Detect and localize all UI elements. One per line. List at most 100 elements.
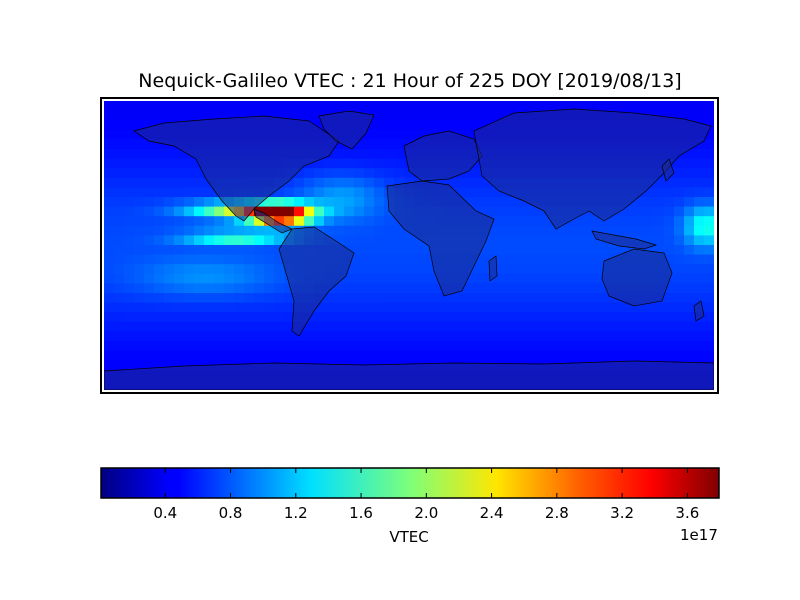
heatmap-cell	[404, 129, 415, 140]
heatmap-cell	[184, 245, 195, 256]
vtec-map	[104, 101, 714, 390]
heatmap-cell	[504, 245, 515, 256]
heatmap-cell	[474, 120, 485, 131]
heatmap-cell	[534, 321, 545, 332]
heatmap-cell	[414, 235, 425, 246]
heatmap-cell	[474, 187, 485, 198]
heatmap-cell	[674, 254, 685, 265]
heatmap-cell	[344, 331, 355, 342]
heatmap-cell	[214, 197, 225, 208]
heatmap-cell	[504, 293, 515, 304]
heatmap-cell	[154, 302, 165, 313]
heatmap-cell	[264, 350, 275, 361]
heatmap-cell	[134, 101, 145, 112]
heatmap-cell	[694, 245, 705, 256]
heatmap-cell	[704, 245, 714, 256]
heatmap-cell	[494, 321, 505, 332]
heatmap-cell	[394, 341, 405, 352]
heatmap-cell	[114, 245, 125, 256]
heatmap-cell	[614, 341, 625, 352]
heatmap-cell	[444, 293, 455, 304]
heatmap-cell	[394, 139, 405, 150]
heatmap-cell	[304, 101, 315, 112]
heatmap-cell	[424, 341, 435, 352]
heatmap-cell	[274, 216, 285, 227]
heatmap-cell	[374, 206, 385, 217]
heatmap-cell	[184, 293, 195, 304]
heatmap-cell	[544, 293, 555, 304]
heatmap-cell	[134, 293, 145, 304]
heatmap-cell	[544, 321, 555, 332]
heatmap-cell	[674, 158, 685, 169]
heatmap-cell	[654, 216, 665, 227]
heatmap-cell	[384, 312, 395, 323]
heatmap-cell	[294, 187, 305, 198]
heatmap-cell	[204, 264, 215, 275]
heatmap-cell	[344, 341, 355, 352]
heatmap-cell	[314, 206, 325, 217]
heatmap-cell	[174, 110, 185, 121]
heatmap-cell	[154, 350, 165, 361]
heatmap-cell	[414, 341, 425, 352]
heatmap-cell	[164, 110, 175, 121]
heatmap-cell	[644, 341, 655, 352]
heatmap-cell	[124, 321, 135, 332]
heatmap-cell	[134, 168, 145, 179]
heatmap-cell	[444, 321, 455, 332]
heatmap-cell	[224, 254, 235, 265]
heatmap-cell	[194, 264, 205, 275]
heatmap-cell	[324, 177, 335, 188]
heatmap-cell	[124, 110, 135, 121]
heatmap-cell	[594, 302, 605, 313]
heatmap-cell	[164, 216, 175, 227]
heatmap-cell	[354, 177, 365, 188]
colorbar-tick-label: 3.2	[610, 504, 635, 522]
heatmap-cell	[464, 312, 475, 323]
heatmap-cell	[464, 101, 475, 112]
heatmap-cell	[104, 168, 115, 179]
heatmap-cell	[264, 321, 275, 332]
heatmap-cell	[404, 254, 415, 265]
heatmap-cell	[694, 197, 705, 208]
heatmap-cell	[174, 321, 185, 332]
heatmap-cell	[514, 197, 525, 208]
heatmap-cell	[534, 206, 545, 217]
heatmap-cell	[284, 321, 295, 332]
heatmap-cell	[674, 293, 685, 304]
heatmap-cell	[484, 235, 495, 246]
heatmap-cell	[324, 206, 335, 217]
heatmap-cell	[594, 341, 605, 352]
heatmap-cell	[264, 235, 275, 246]
heatmap-cell	[164, 321, 175, 332]
heatmap-cell	[204, 293, 215, 304]
heatmap-cell	[584, 225, 595, 236]
heatmap-cell	[224, 283, 235, 294]
heatmap-cell	[444, 120, 455, 131]
heatmap-cell	[654, 302, 665, 313]
heatmap-cell	[444, 350, 455, 361]
heatmap-cell	[274, 110, 285, 121]
heatmap-cell	[154, 101, 165, 112]
heatmap-cell	[364, 206, 375, 217]
heatmap-cell	[104, 273, 115, 284]
heatmap-cell	[424, 293, 435, 304]
heatmap-cell	[384, 350, 395, 361]
heatmap-cell	[384, 158, 395, 169]
heatmap-cell	[314, 321, 325, 332]
heatmap-cell	[184, 264, 195, 275]
heatmap-cell	[404, 110, 415, 121]
heatmap-cell	[624, 331, 635, 342]
heatmap-cell	[374, 158, 385, 169]
heatmap-cell	[634, 331, 645, 342]
heatmap-cell	[434, 312, 445, 323]
heatmap-cell	[534, 283, 545, 294]
heatmap-cell	[334, 350, 345, 361]
heatmap-cell	[284, 216, 295, 227]
heatmap-cell	[584, 302, 595, 313]
heatmap-cell	[214, 341, 225, 352]
heatmap-cell	[664, 254, 675, 265]
heatmap-cell	[694, 254, 705, 265]
heatmap-cell	[324, 187, 335, 198]
heatmap-cell	[304, 110, 315, 121]
heatmap-cell	[534, 235, 545, 246]
